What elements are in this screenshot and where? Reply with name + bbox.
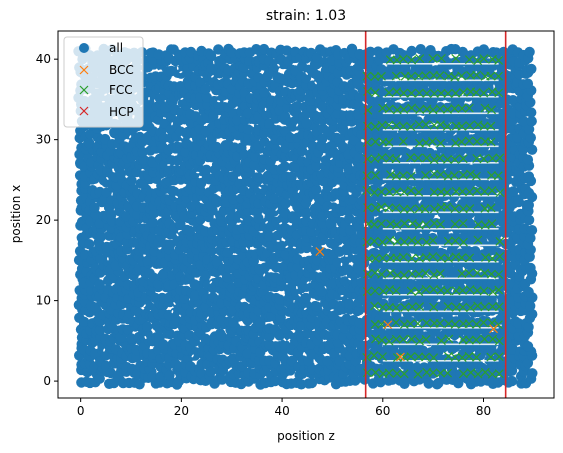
legend: all BCC FCC HCP [63,36,144,128]
atom-all [523,171,535,182]
atom-all [526,225,538,236]
atom-all [184,225,196,237]
atom-all [142,321,153,332]
atom-all [115,168,127,180]
atom-all [190,289,201,301]
atom-all [523,321,534,333]
y-tick-label: 10 [36,294,51,308]
x-axis-label: position z [277,429,335,443]
atom-all [205,50,217,61]
x-tick-label: 40 [274,404,289,418]
atom-all [316,286,327,297]
atom-all [164,370,175,381]
atom-all [522,78,534,89]
atom-all [525,262,536,274]
x-tick-label: 20 [174,404,189,418]
x-tick-label: 80 [476,404,491,418]
atom-all [216,216,227,227]
atom-all [200,83,211,95]
atom-all [217,374,228,385]
atom-all [523,286,534,298]
atom-all [300,208,312,219]
atom-all [239,149,250,160]
atom-all [201,164,212,175]
atom-all [253,212,264,224]
y-tick-label: 40 [36,52,51,66]
atom-all [253,305,264,317]
atom-all [449,340,460,351]
atom-all [522,341,534,352]
atom-all [94,373,105,384]
atom-all [206,63,217,74]
atom-all [126,175,137,186]
atom-all [258,99,269,111]
atom-all [258,87,270,98]
y-tick-label: 0 [43,374,51,388]
atom-all [95,231,107,242]
atom-all [137,146,148,158]
atom-all [523,214,535,226]
y-axis-label: position x [9,185,23,243]
y-tick-label: 20 [36,213,51,227]
atom-all [83,137,95,149]
atom-all [524,46,535,58]
atom-all [158,339,169,350]
chart-title: strain: 1.03 [266,8,346,24]
lattice-gap [382,343,499,346]
atom-all [175,218,186,230]
atom-all [228,194,239,205]
atom-all [147,217,159,228]
atom-all [94,324,106,336]
atom-all [526,63,537,75]
legend-label-hcp: HCP [109,105,134,119]
atom-all [89,202,100,213]
atom-all [94,279,105,290]
lattice-gap [382,145,499,148]
atom-all [84,239,95,250]
atom-all [147,371,158,382]
atom-all [195,214,206,225]
x-tick-label: 0 [77,404,85,418]
atom-all [522,154,534,165]
atom-all [200,333,211,344]
atom-all [226,47,237,58]
x-tick-label: 60 [375,404,390,418]
legend-label-bcc: BCC [109,63,134,77]
atom-all [206,245,217,257]
legend-label-all: all [109,41,123,55]
atom-all [406,45,417,57]
atom-all [211,141,222,153]
atom-all [169,307,181,318]
atom-all [242,124,254,135]
atom-all [526,107,537,118]
atom-all [506,375,518,387]
atom-all [216,331,227,342]
atom-all [200,270,211,281]
atom-all [106,209,117,220]
atom-all [523,187,535,199]
atom-all [221,271,233,283]
atom-all [78,316,90,327]
y-tick-label: 30 [36,133,51,147]
atom-all [231,115,243,126]
atom-all [527,368,538,379]
legend-marker-all [79,43,89,53]
lattice-gap [382,327,499,329]
atom-all [189,279,200,290]
atom-all [205,366,216,377]
atom-gap [158,69,163,72]
legend-label-fcc: FCC [109,83,133,97]
